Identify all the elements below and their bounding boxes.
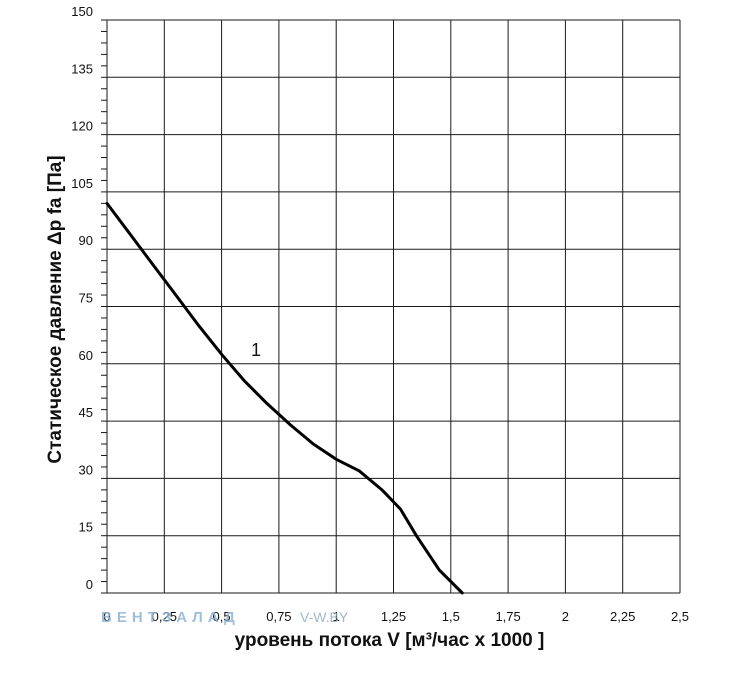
x-axis-title: уровень потока V [м³/час x 1000 ] xyxy=(235,630,545,651)
x-tick-label: 2 xyxy=(562,609,569,624)
y-tick-label: 0 xyxy=(86,577,93,592)
x-tick-label: 0,25 xyxy=(152,609,177,624)
x-tick-label: 2,5 xyxy=(671,609,689,624)
x-tick-label: 0 xyxy=(103,609,110,624)
series-label: 1 xyxy=(251,340,261,360)
y-tick-label: 120 xyxy=(71,119,93,134)
series-line xyxy=(105,201,464,595)
x-tick-label: 1,25 xyxy=(381,609,406,624)
y-tick-labels: 0 15 30 45 60 75 90 105 120 135 150 xyxy=(71,4,93,592)
watermark: ВЕНТЗАЛАД V-W.BY xyxy=(101,609,349,626)
watermark-brand: ВЕНТЗАЛАД xyxy=(101,609,240,626)
x-tick-label: 1,5 xyxy=(442,609,460,624)
series-group: 1 xyxy=(105,201,464,595)
x-tick-labels: 0 0,25 0,5 0,75 1 1,25 1,5 1,75 2 2,25 2,5 xyxy=(103,609,689,624)
y-tick-label: 15 xyxy=(79,520,93,535)
y-tick-label: 90 xyxy=(79,233,93,248)
y-tick-label: 150 xyxy=(71,4,93,19)
y-tick-label: 75 xyxy=(79,291,93,306)
x-tick-label: 0,5 xyxy=(213,609,231,624)
y-tick-label: 30 xyxy=(79,462,93,477)
x-tick-label: 2,25 xyxy=(610,609,635,624)
y-tick-label: 60 xyxy=(79,348,93,363)
x-tick-label: 1 xyxy=(333,609,340,624)
y-tick-label: 105 xyxy=(71,176,93,191)
watermark-url: V-W.BY xyxy=(300,609,349,625)
y-minor-ticks xyxy=(101,19,107,594)
y-tick-label: 135 xyxy=(71,61,93,76)
x-tick-label: 0,75 xyxy=(266,609,291,624)
y-tick-label: 45 xyxy=(79,405,93,420)
x-tick-label: 1,75 xyxy=(495,609,520,624)
y-axis-title: Статическое давление Δp fa [Па] xyxy=(45,155,66,463)
grid xyxy=(106,19,681,594)
